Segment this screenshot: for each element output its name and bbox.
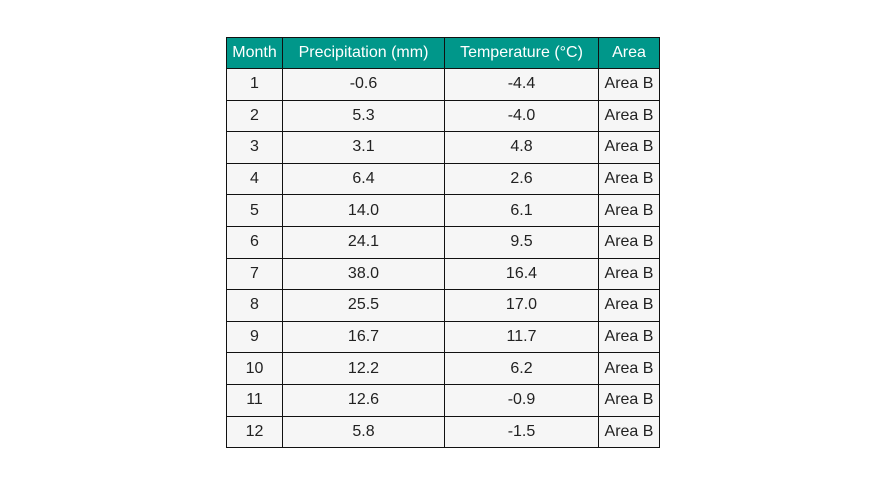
cell-temperature: 9.5 xyxy=(444,225,599,259)
cell-temperature: 11.7 xyxy=(444,320,599,354)
cell-month: 1 xyxy=(226,68,283,101)
cell-area: Area B xyxy=(598,131,660,164)
cell-temperature: 6.1 xyxy=(444,194,599,227)
cell-temperature: -1.5 xyxy=(444,415,599,449)
cell-area: Area B xyxy=(598,68,660,101)
table-row: 10 12.2 6.2 Area B xyxy=(226,352,660,385)
cell-area: Area B xyxy=(598,225,660,259)
cell-precipitation: 3.1 xyxy=(282,131,445,164)
cell-month: 8 xyxy=(226,289,283,322)
cell-area: Area B xyxy=(598,320,660,354)
cell-precipitation: 12.2 xyxy=(282,352,445,385)
table-row: 6 24.1 9.5 Area B xyxy=(226,225,660,259)
cell-temperature: -4.4 xyxy=(444,68,599,101)
cell-precipitation: 38.0 xyxy=(282,257,445,291)
header-month: Month xyxy=(226,37,283,69)
cell-month: 9 xyxy=(226,320,283,354)
table-row: 7 38.0 16.4 Area B xyxy=(226,257,660,291)
cell-temperature: 17.0 xyxy=(444,289,599,322)
table-row: 9 16.7 11.7 Area B xyxy=(226,320,660,354)
table-row: 5 14.0 6.1 Area B xyxy=(226,194,660,227)
cell-precipitation: 6.4 xyxy=(282,162,445,196)
cell-area: Area B xyxy=(598,194,660,227)
cell-area: Area B xyxy=(598,352,660,385)
cell-area: Area B xyxy=(598,289,660,322)
cell-temperature: 16.4 xyxy=(444,257,599,291)
table-row: 2 5.3 -4.0 Area B xyxy=(226,99,660,133)
cell-precipitation: 16.7 xyxy=(282,320,445,354)
cell-temperature: 6.2 xyxy=(444,352,599,385)
header-temperature: Temperature (°C) xyxy=(444,37,599,69)
cell-month: 12 xyxy=(226,415,283,449)
cell-area: Area B xyxy=(598,383,660,417)
cell-precipitation: 14.0 xyxy=(282,194,445,227)
cell-precipitation: -0.6 xyxy=(282,68,445,101)
cell-area: Area B xyxy=(598,257,660,291)
cell-precipitation: 12.6 xyxy=(282,383,445,417)
cell-month: 6 xyxy=(226,225,283,259)
table-row: 12 5.8 -1.5 Area B xyxy=(226,415,660,449)
table-header-row: Month Precipitation (mm) Temperature (°C) A… xyxy=(226,37,660,69)
data-table: Month Precipitation (mm) Temperature (°C) A… xyxy=(226,37,660,449)
cell-month: 4 xyxy=(226,162,283,196)
cell-precipitation: 5.8 xyxy=(282,415,445,449)
table-row: 3 3.1 4.8 Area B xyxy=(226,131,660,164)
cell-precipitation: 24.1 xyxy=(282,225,445,259)
cell-month: 5 xyxy=(226,194,283,227)
header-precipitation: Precipitation (mm) xyxy=(282,37,445,69)
cell-month: 3 xyxy=(226,131,283,164)
cell-month: 10 xyxy=(226,352,283,385)
cell-area: Area B xyxy=(598,162,660,196)
cell-temperature: -4.0 xyxy=(444,99,599,133)
table-row: 8 25.5 17.0 Area B xyxy=(226,289,660,322)
table-row: 1 -0.6 -4.4 Area B xyxy=(226,68,660,101)
table-row: 4 6.4 2.6 Area B xyxy=(226,162,660,196)
cell-month: 11 xyxy=(226,383,283,417)
cell-area: Area B xyxy=(598,415,660,449)
header-area: Area xyxy=(598,37,660,69)
table-body: 1 -0.6 -4.4 Area B 2 5.3 -4.0 Area B 3 3.1 4.8 Area… xyxy=(226,68,660,449)
cell-temperature: 2.6 xyxy=(444,162,599,196)
cell-area: Area B xyxy=(598,99,660,133)
cell-month: 2 xyxy=(226,99,283,133)
table-row: 11 12.6 -0.9 Area B xyxy=(226,383,660,417)
cell-temperature: -0.9 xyxy=(444,383,599,417)
cell-month: 7 xyxy=(226,257,283,291)
cell-precipitation: 5.3 xyxy=(282,99,445,133)
cell-temperature: 4.8 xyxy=(444,131,599,164)
cell-precipitation: 25.5 xyxy=(282,289,445,322)
